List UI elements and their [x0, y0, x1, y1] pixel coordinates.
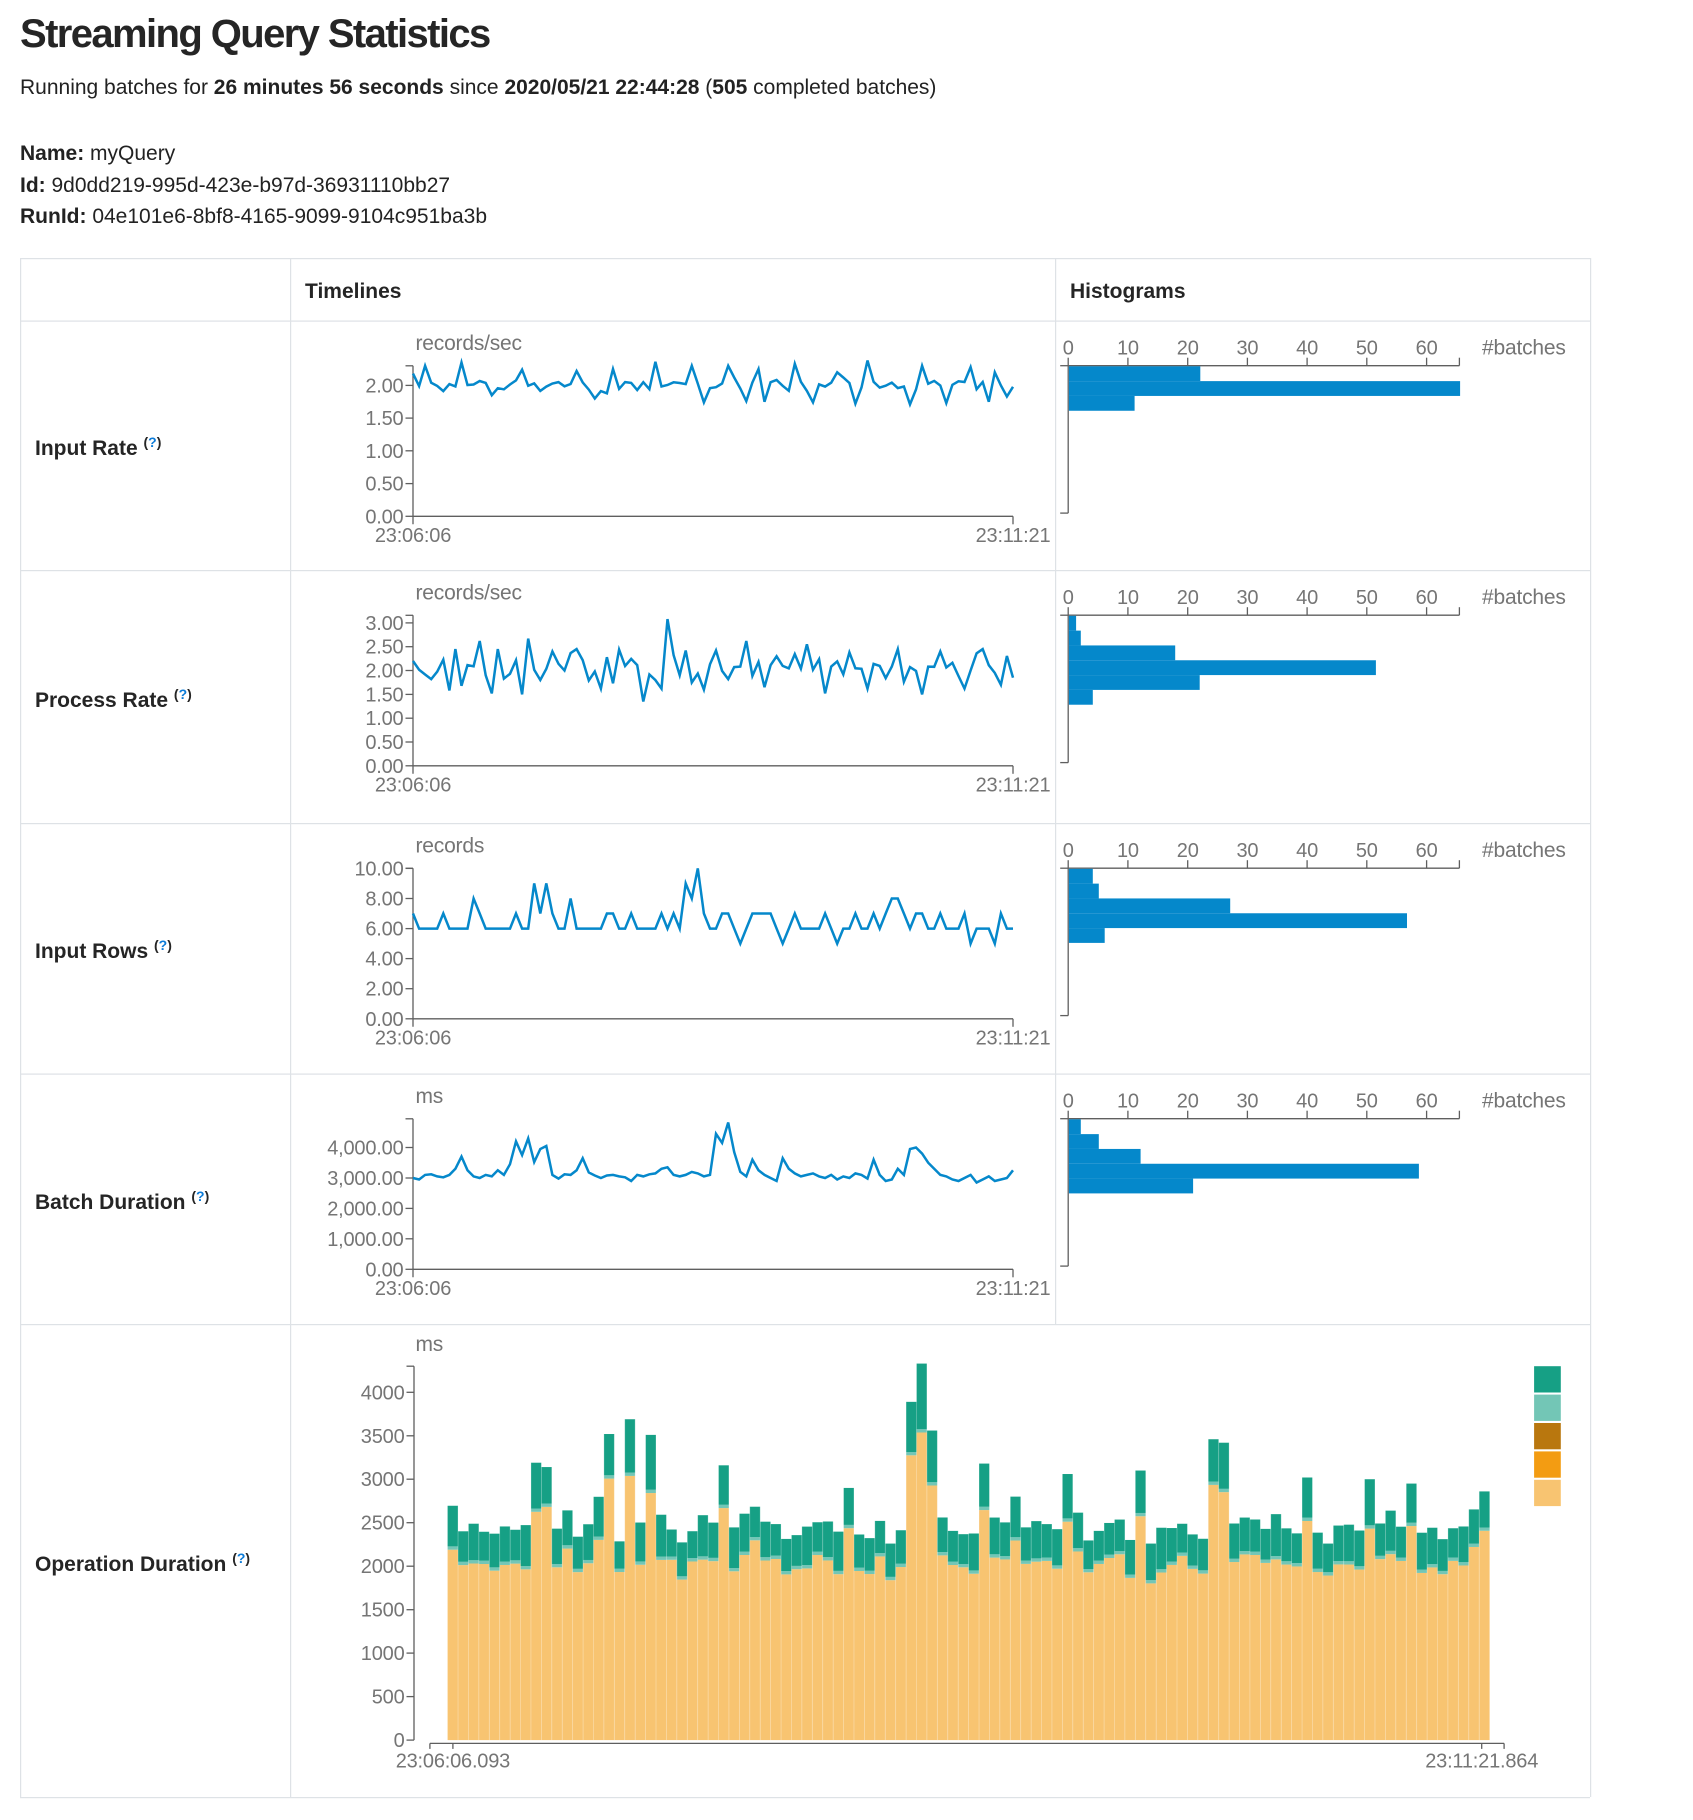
svg-text:2000: 2000 — [361, 1556, 405, 1578]
svg-text:23:06:06: 23:06:06 — [375, 1278, 451, 1300]
svg-text:3000: 3000 — [361, 1469, 405, 1491]
svg-text:0.50: 0.50 — [365, 732, 403, 754]
svg-text:50: 50 — [1356, 338, 1378, 360]
svg-text:#batches: #batches — [1482, 586, 1566, 609]
svg-text:20: 20 — [1177, 1091, 1199, 1113]
svg-text:23:11:21: 23:11:21 — [976, 1278, 1051, 1300]
svg-text:30: 30 — [1236, 1091, 1258, 1113]
svg-text:4000: 4000 — [361, 1382, 405, 1404]
svg-text:50: 50 — [1356, 587, 1378, 609]
svg-text:1.50: 1.50 — [365, 408, 403, 430]
svg-text:2500: 2500 — [361, 1513, 405, 1535]
svg-text:500: 500 — [372, 1687, 405, 1709]
svg-text:3,000.00: 3,000.00 — [327, 1168, 403, 1190]
svg-text:10: 10 — [1117, 338, 1139, 360]
svg-text:20: 20 — [1177, 587, 1199, 609]
svg-text:40: 40 — [1296, 840, 1318, 862]
svg-text:0.00: 0.00 — [365, 506, 403, 528]
svg-text:2.00: 2.00 — [365, 375, 403, 397]
svg-text:10.00: 10.00 — [354, 858, 403, 880]
svg-text:60: 60 — [1416, 338, 1438, 360]
svg-text:records/sec: records/sec — [416, 582, 522, 605]
svg-text:records: records — [416, 835, 485, 858]
svg-text:1,000.00: 1,000.00 — [327, 1229, 403, 1251]
svg-text:2.00: 2.00 — [365, 661, 403, 683]
svg-text:0: 0 — [394, 1730, 405, 1752]
svg-text:1.00: 1.00 — [365, 441, 403, 463]
svg-text:#batches: #batches — [1482, 1090, 1566, 1113]
svg-text:2.00: 2.00 — [365, 979, 403, 1001]
svg-text:1500: 1500 — [361, 1600, 405, 1622]
svg-text:40: 40 — [1296, 587, 1318, 609]
svg-text:23:11:21: 23:11:21 — [976, 774, 1051, 796]
svg-text:20: 20 — [1177, 338, 1199, 360]
svg-text:3.00: 3.00 — [365, 613, 403, 635]
svg-text:30: 30 — [1236, 587, 1258, 609]
svg-text:23:06:06.093: 23:06:06.093 — [396, 1751, 510, 1773]
svg-text:1000: 1000 — [361, 1643, 405, 1665]
svg-text:3500: 3500 — [361, 1426, 405, 1448]
svg-text:23:06:06: 23:06:06 — [375, 525, 451, 547]
svg-text:0.00: 0.00 — [365, 1009, 403, 1031]
svg-text:1.50: 1.50 — [365, 684, 403, 706]
svg-text:60: 60 — [1416, 587, 1438, 609]
svg-text:0: 0 — [1063, 338, 1074, 360]
svg-text:0.00: 0.00 — [365, 756, 403, 778]
svg-text:40: 40 — [1296, 1091, 1318, 1113]
svg-text:30: 30 — [1236, 338, 1258, 360]
svg-text:#batches: #batches — [1482, 839, 1566, 862]
svg-text:23:06:06: 23:06:06 — [375, 1027, 451, 1049]
svg-text:0.00: 0.00 — [365, 1259, 403, 1281]
svg-text:10: 10 — [1117, 1091, 1139, 1113]
svg-text:ms: ms — [416, 1333, 444, 1356]
svg-text:23:11:21: 23:11:21 — [976, 525, 1051, 547]
svg-text:23:06:06: 23:06:06 — [375, 774, 451, 796]
svg-text:30: 30 — [1236, 840, 1258, 862]
svg-text:1.00: 1.00 — [365, 708, 403, 730]
svg-text:0: 0 — [1063, 1091, 1074, 1113]
svg-text:0.50: 0.50 — [365, 474, 403, 496]
svg-text:4.00: 4.00 — [365, 949, 403, 971]
svg-text:23:11:21.864: 23:11:21.864 — [1425, 1751, 1538, 1773]
svg-text:23:11:21: 23:11:21 — [976, 1027, 1051, 1049]
svg-text:#batches: #batches — [1482, 337, 1566, 360]
svg-text:6.00: 6.00 — [365, 919, 403, 941]
svg-text:records/sec: records/sec — [416, 332, 522, 355]
svg-text:50: 50 — [1356, 1091, 1378, 1113]
svg-text:2.50: 2.50 — [365, 637, 403, 659]
svg-text:50: 50 — [1356, 840, 1378, 862]
svg-text:60: 60 — [1416, 840, 1438, 862]
svg-text:40: 40 — [1296, 338, 1318, 360]
svg-text:4,000.00: 4,000.00 — [327, 1138, 403, 1160]
svg-text:2,000.00: 2,000.00 — [327, 1198, 403, 1220]
svg-text:10: 10 — [1117, 587, 1139, 609]
svg-text:0: 0 — [1063, 587, 1074, 609]
svg-text:0: 0 — [1063, 840, 1074, 862]
svg-text:10: 10 — [1117, 840, 1139, 862]
svg-text:20: 20 — [1177, 840, 1199, 862]
svg-text:8.00: 8.00 — [365, 889, 403, 911]
svg-text:60: 60 — [1416, 1091, 1438, 1113]
svg-text:ms: ms — [416, 1085, 444, 1108]
